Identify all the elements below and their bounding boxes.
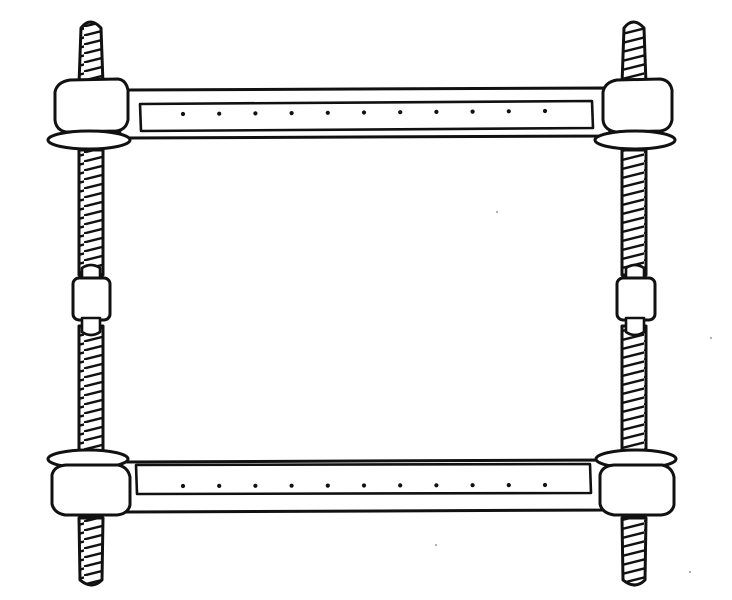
top-bar-tack-holes — [180, 108, 548, 117]
right-middle-collar — [615, 263, 657, 337]
bottom-right-corner-nut — [594, 448, 678, 517]
tack-hole — [180, 483, 186, 489]
tack-hole — [470, 109, 475, 114]
tack-hole — [434, 483, 439, 488]
tack-hole — [325, 110, 330, 115]
tack-hole — [542, 482, 548, 488]
tack-hole — [398, 110, 403, 115]
tack-hole — [542, 108, 548, 114]
tack-hole — [506, 109, 511, 114]
tack-hole — [361, 110, 367, 115]
tack-hole — [253, 483, 258, 488]
top-left-corner-nut — [46, 77, 132, 151]
tack-hole — [470, 483, 475, 488]
right-threaded-rod — [620, 20, 648, 587]
tack-hole — [398, 483, 403, 488]
bottom-bar-tack-holes — [180, 482, 548, 489]
tack-hole — [361, 483, 367, 488]
scan-specks — [435, 211, 712, 573]
tack-hole — [434, 109, 439, 114]
tack-hole — [289, 483, 294, 488]
tack-hole — [217, 483, 222, 488]
tack-hole — [289, 111, 294, 116]
left-middle-collar — [71, 263, 112, 337]
tack-hole — [253, 111, 258, 116]
tack-hole — [506, 483, 511, 488]
tack-hole — [325, 483, 330, 488]
top-right-corner-nut — [593, 77, 677, 151]
tack-hole — [180, 111, 186, 117]
tack-hole — [217, 111, 222, 116]
bottom-left-corner-nut — [46, 448, 132, 517]
